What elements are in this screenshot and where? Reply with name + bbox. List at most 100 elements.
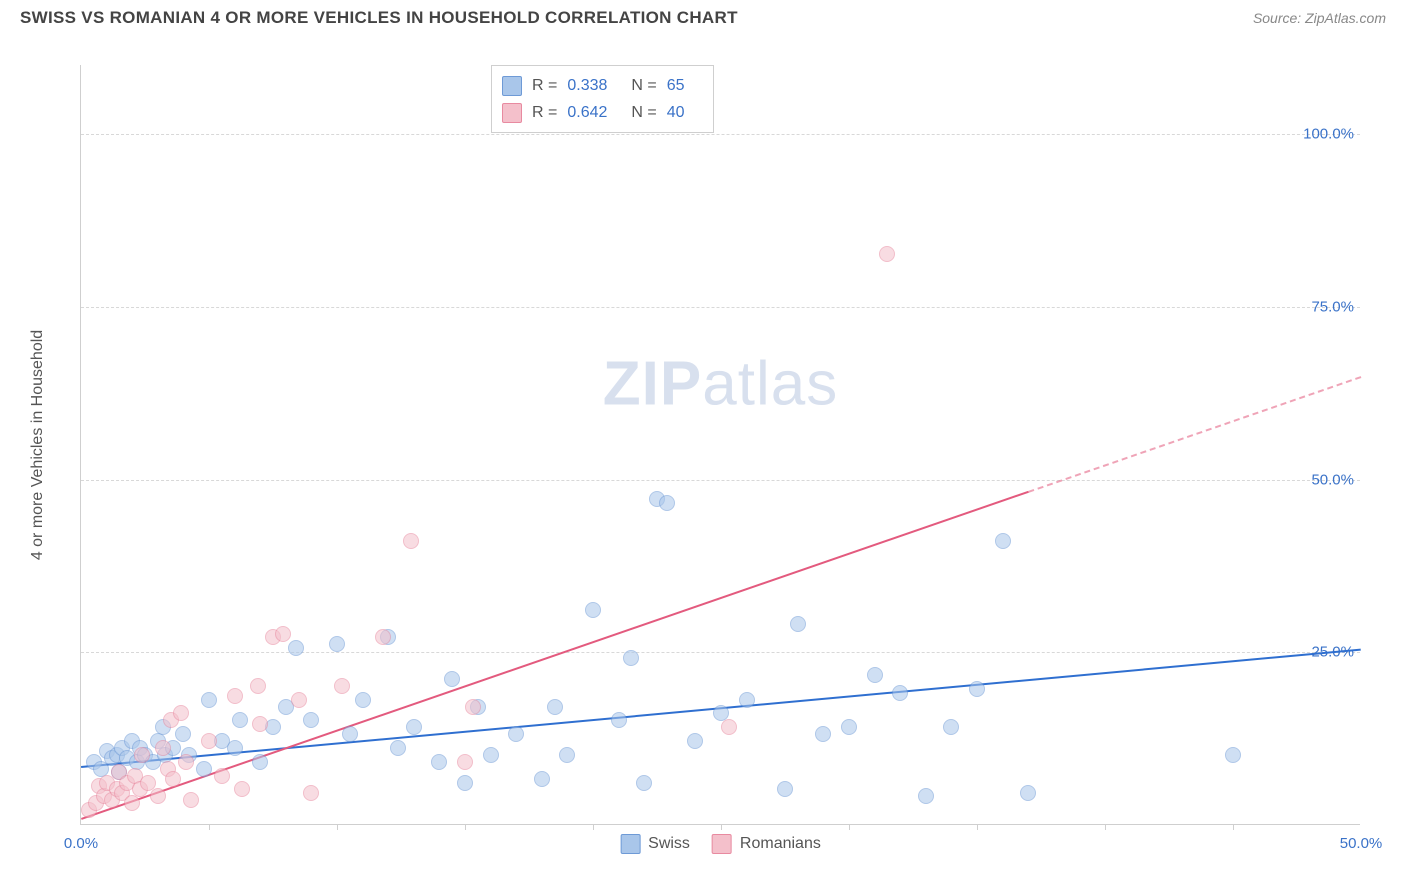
data-point-swiss: [918, 788, 934, 804]
data-point-swiss: [790, 616, 806, 632]
watermark: ZIPatlas: [603, 348, 838, 419]
series-legend: Swiss Romanians: [620, 834, 821, 854]
gridline-h: [81, 307, 1360, 308]
y-axis-label: 4 or more Vehicles in Household: [29, 330, 47, 560]
data-point-swiss: [201, 692, 217, 708]
data-point-swiss: [739, 692, 755, 708]
x-minor-tick: [721, 824, 722, 830]
stat-r-value: 0.642: [567, 99, 607, 126]
y-tick-label: 50.0%: [1311, 471, 1354, 488]
data-point-swiss: [355, 692, 371, 708]
x-minor-tick: [337, 824, 338, 830]
legend-swatch: [502, 76, 522, 96]
data-point-swiss: [841, 719, 857, 735]
legend-item: Romanians: [712, 834, 821, 854]
data-point-swiss: [252, 754, 268, 770]
stats-row: R = 0.642 N = 40: [502, 99, 699, 126]
data-point-romanians: [465, 699, 481, 715]
data-point-romanians: [227, 688, 243, 704]
legend-swatch: [712, 834, 732, 854]
x-minor-tick: [849, 824, 850, 830]
data-point-swiss: [892, 685, 908, 701]
data-point-romanians: [252, 716, 268, 732]
data-point-swiss: [390, 740, 406, 756]
data-point-romanians: [155, 740, 171, 756]
plot-area: ZIPatlas 25.0%50.0%75.0%100.0%0.0%50.0%R…: [80, 65, 1360, 825]
data-point-swiss: [815, 726, 831, 742]
x-tick-label: 0.0%: [64, 835, 98, 852]
data-point-swiss: [406, 719, 422, 735]
chart-title: SWISS VS ROMANIAN 4 OR MORE VEHICLES IN …: [20, 8, 738, 28]
data-point-romanians: [134, 747, 150, 763]
stat-r-label: R =: [532, 99, 557, 126]
x-minor-tick: [1233, 824, 1234, 830]
gridline-h: [81, 480, 1360, 481]
legend-swatch: [620, 834, 640, 854]
data-point-romanians: [879, 246, 895, 262]
data-point-swiss: [457, 775, 473, 791]
data-point-swiss: [611, 712, 627, 728]
data-point-swiss: [623, 650, 639, 666]
data-point-romanians: [165, 771, 181, 787]
data-point-swiss: [329, 636, 345, 652]
data-point-romanians: [457, 754, 473, 770]
legend-label: Romanians: [740, 835, 821, 853]
x-minor-tick: [593, 824, 594, 830]
data-point-swiss: [636, 775, 652, 791]
data-point-swiss: [943, 719, 959, 735]
data-point-romanians: [173, 705, 189, 721]
stat-r-value: 0.338: [567, 72, 607, 99]
legend-label: Swiss: [648, 835, 690, 853]
data-point-romanians: [124, 795, 140, 811]
chart-container: 4 or more Vehicles in Household ZIPatlas…: [50, 45, 1390, 845]
data-point-swiss: [508, 726, 524, 742]
gridline-h: [81, 134, 1360, 135]
data-point-swiss: [303, 712, 319, 728]
data-point-swiss: [687, 733, 703, 749]
stat-n-value: 65: [667, 72, 685, 99]
data-point-swiss: [483, 747, 499, 763]
data-point-romanians: [375, 629, 391, 645]
chart-source: Source: ZipAtlas.com: [1253, 10, 1386, 26]
data-point-swiss: [969, 681, 985, 697]
data-point-romanians: [183, 792, 199, 808]
data-point-romanians: [214, 768, 230, 784]
data-point-swiss: [777, 781, 793, 797]
data-point-swiss: [342, 726, 358, 742]
gridline-h: [81, 652, 1360, 653]
x-tick-label: 50.0%: [1340, 835, 1383, 852]
data-point-swiss: [534, 771, 550, 787]
data-point-romanians: [303, 785, 319, 801]
y-tick-label: 75.0%: [1311, 298, 1354, 315]
data-point-swiss: [585, 602, 601, 618]
data-point-swiss: [1225, 747, 1241, 763]
data-point-romanians: [178, 754, 194, 770]
legend-swatch: [502, 103, 522, 123]
data-point-romanians: [140, 775, 156, 791]
x-minor-tick: [465, 824, 466, 830]
data-point-romanians: [234, 781, 250, 797]
stat-n-label: N =: [631, 99, 656, 126]
data-point-swiss: [196, 761, 212, 777]
data-point-swiss: [867, 667, 883, 683]
data-point-romanians: [291, 692, 307, 708]
data-point-swiss: [659, 495, 675, 511]
data-point-swiss: [227, 740, 243, 756]
legend-item: Swiss: [620, 834, 690, 854]
data-point-swiss: [1020, 785, 1036, 801]
data-point-romanians: [250, 678, 266, 694]
data-point-swiss: [559, 747, 575, 763]
data-point-romanians: [150, 788, 166, 804]
stat-n-value: 40: [667, 99, 685, 126]
x-minor-tick: [1105, 824, 1106, 830]
x-minor-tick: [977, 824, 978, 830]
data-point-swiss: [547, 699, 563, 715]
data-point-swiss: [232, 712, 248, 728]
data-point-swiss: [995, 533, 1011, 549]
stats-legend: R =0.338N =65R = 0.642 N = 40: [491, 65, 714, 133]
stats-row: R =0.338N =65: [502, 72, 699, 99]
data-point-swiss: [431, 754, 447, 770]
data-point-swiss: [175, 726, 191, 742]
x-minor-tick: [209, 824, 210, 830]
data-point-romanians: [275, 626, 291, 642]
